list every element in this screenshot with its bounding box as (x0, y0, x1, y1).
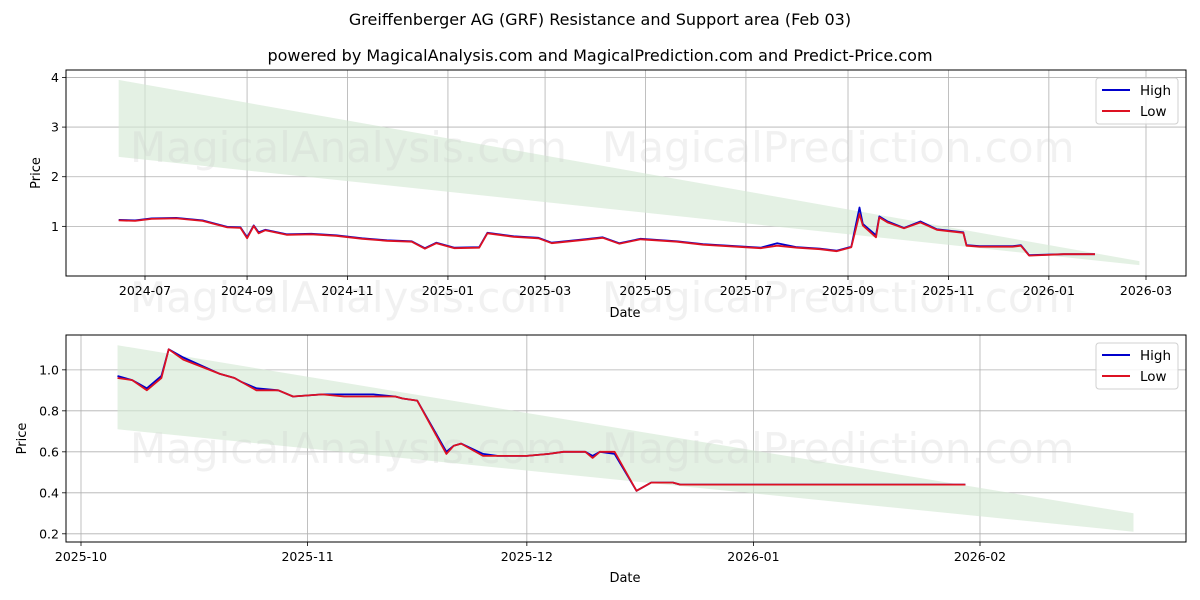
bottom-x-axis: 2025-10 2025-11 2025-12 2026-01 2026-02 (55, 542, 1006, 564)
x-tick-label: 2026-01 (727, 549, 779, 564)
watermark-prediction-lower: MagicalPrediction.com (602, 273, 1075, 322)
x-tick-label: 2024-11 (321, 283, 373, 298)
top-y-axis-label: Price (29, 157, 44, 189)
watermark-prediction-bottom: MagicalPrediction.com (602, 424, 1075, 473)
bottom-chart-panel: MagicalAnalysis.com MagicalPrediction.co… (15, 334, 1187, 586)
legend-label-high: High (1140, 83, 1171, 99)
top-chart-panel: MagicalAnalysis.com MagicalPrediction.co… (29, 69, 1187, 322)
y-tick-label: 3 (51, 120, 59, 135)
y-tick-label: 1 (51, 219, 59, 234)
watermark-analysis-lower: MagicalAnalysis.com (130, 273, 567, 322)
top-y-axis: 1 2 3 4 (51, 70, 66, 234)
bottom-y-axis: 0.2 0.4 0.6 0.8 1.0 (39, 362, 66, 541)
y-tick-label: 0.2 (39, 526, 59, 541)
y-tick-label: 0.6 (39, 444, 59, 459)
x-tick-label: 2025-03 (519, 283, 571, 298)
y-tick-label: 1.0 (39, 362, 59, 377)
x-tick-label: 2024-07 (119, 283, 171, 298)
x-tick-label: 2026-03 (1120, 283, 1172, 298)
bottom-gridlines (66, 335, 1186, 542)
bottom-y-axis-label: Price (15, 423, 30, 455)
x-tick-label: 2025-11 (922, 283, 974, 298)
watermark-analysis: MagicalAnalysis.com (130, 123, 567, 172)
top-x-axis-label: Date (609, 306, 640, 321)
legend-label-low: Low (1140, 369, 1167, 385)
x-tick-label: 2025-01 (422, 283, 474, 298)
y-tick-label: 2 (51, 169, 59, 184)
watermark-analysis-bottom: MagicalAnalysis.com (130, 424, 567, 473)
x-tick-label: 2024-09 (221, 283, 273, 298)
y-tick-label: 0.8 (39, 403, 59, 418)
top-support-resistance-band (118, 79, 1140, 266)
x-tick-label: 2025-07 (720, 283, 772, 298)
watermark-prediction: MagicalPrediction.com (602, 123, 1075, 172)
bottom-axes-frame (65, 334, 1187, 543)
chart-title: Greiffenberger AG (GRF) Resistance and S… (348, 10, 852, 29)
y-tick-label: 0.4 (39, 485, 59, 500)
top-x-axis: 2024-07 2024-09 2024-11 2025-01 2025-03 2025-… (119, 276, 1172, 298)
top-low-line (118, 213, 1095, 257)
legend-label-high: High (1140, 348, 1171, 364)
bottom-legend: High Low (1095, 342, 1179, 390)
bottom-x-axis-label: Date (609, 571, 640, 586)
x-tick-label: 2026-02 (954, 549, 1006, 564)
bottom-low-line (117, 348, 966, 492)
x-tick-label: 2025-05 (619, 283, 671, 298)
top-legend: High Low (1095, 77, 1179, 125)
y-tick-label: 4 (51, 70, 59, 85)
top-axes-frame (65, 69, 1187, 277)
chart-subtitle: powered by MagicalAnalysis.com and Magic… (267, 46, 933, 65)
x-tick-label: 2025-11 (281, 549, 333, 564)
x-tick-label: 2025-12 (501, 549, 553, 564)
legend-label-low: Low (1140, 104, 1167, 120)
x-tick-label: 2025-10 (55, 549, 107, 564)
x-tick-label: 2025-09 (822, 283, 874, 298)
x-tick-label: 2026-01 (1023, 283, 1075, 298)
